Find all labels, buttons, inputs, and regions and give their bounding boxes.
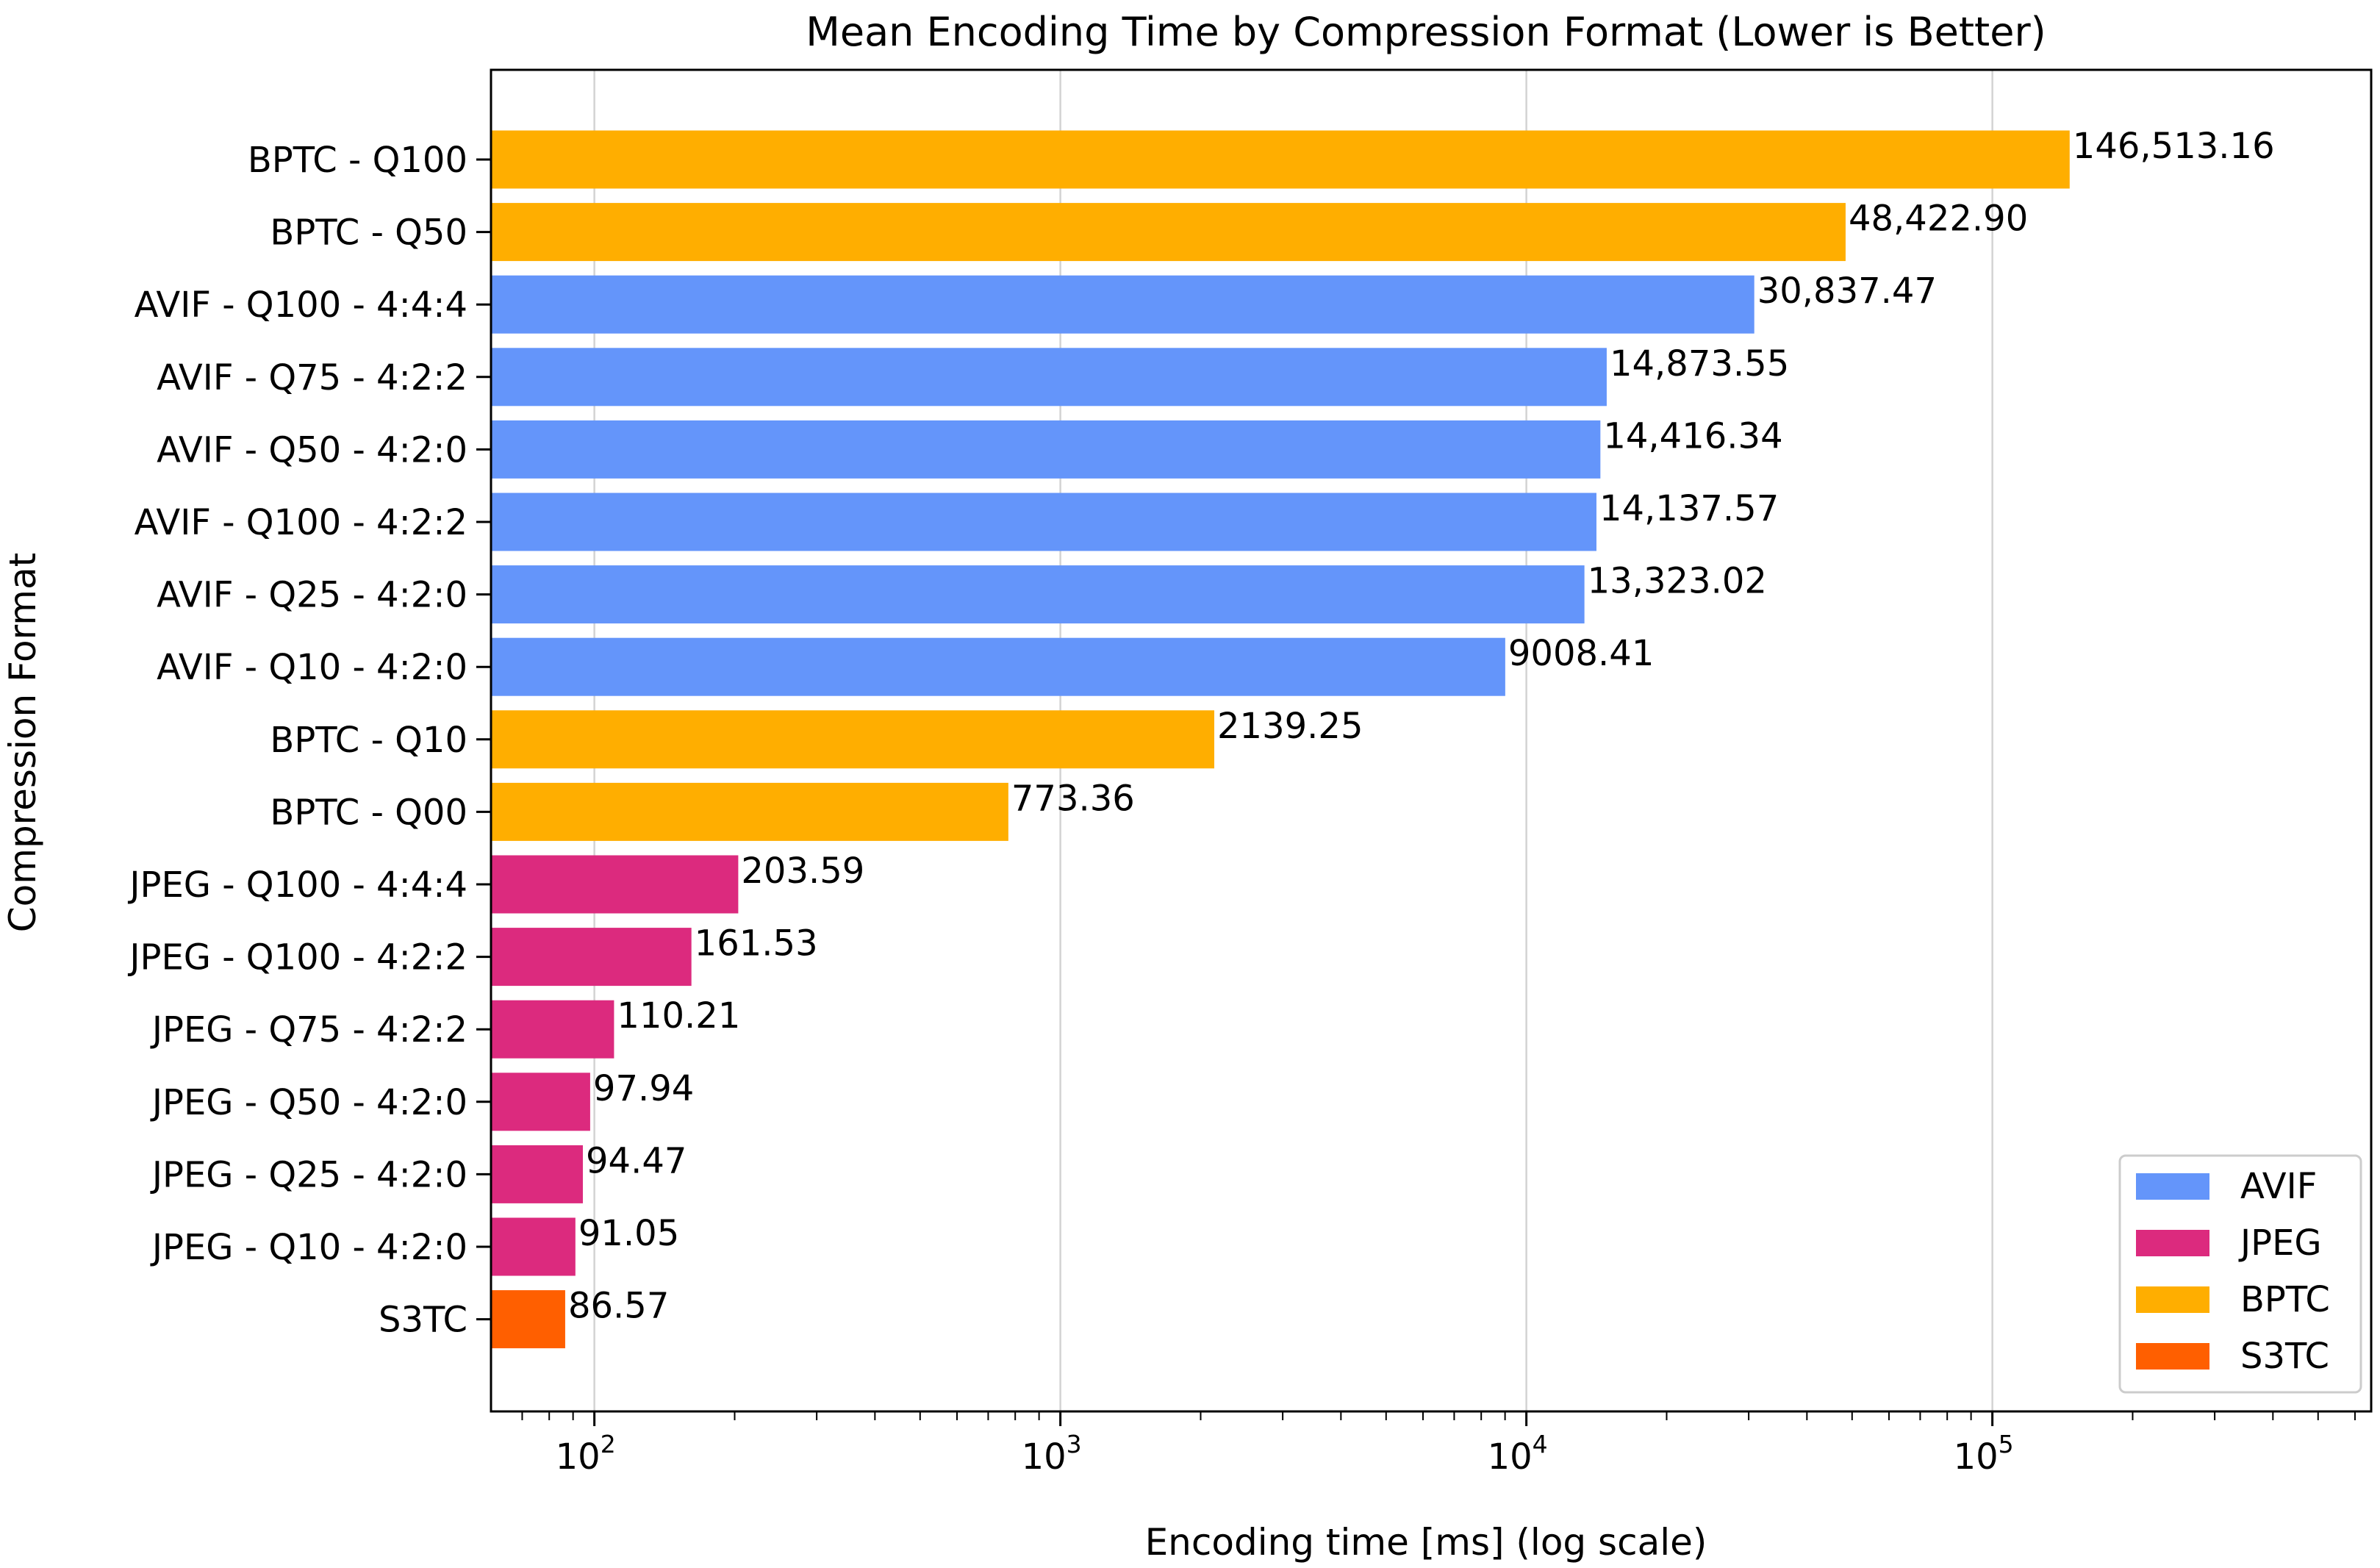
y-tick-label: JPEG - Q10 - 4:2:0 (150, 1227, 467, 1268)
y-tick-label: BPTC - Q100 (248, 140, 467, 181)
x-tick-base: 10 (1488, 1436, 1533, 1478)
data-label: 773.36 (1011, 778, 1135, 819)
x-tick-base: 10 (1022, 1436, 1067, 1478)
bar-avif-q75-4-2-2 (491, 348, 1607, 407)
legend-label: AVIF (2240, 1166, 2317, 1207)
data-label: 91.05 (578, 1213, 679, 1254)
y-tick-label: AVIF - Q100 - 4:4:4 (135, 284, 467, 326)
x-ticks: 102 103 104 105 (521, 1411, 2356, 1478)
x-tick-label: 105 (1954, 1430, 2014, 1478)
bar-avif-q50-4-2-0 (491, 420, 1601, 479)
bar-jpeg-q100-4-4-4 (491, 855, 739, 914)
data-label: 110.21 (617, 995, 740, 1037)
legend-swatch-s3tc (2136, 1343, 2209, 1370)
x-tick-exponent: 4 (1533, 1430, 1548, 1458)
legend-swatch-jpeg (2136, 1230, 2209, 1256)
data-labels: 146,513.16 48,422.90 30,837.47 14,873.55 14,… (568, 126, 2275, 1327)
bar-avif-q25-4-2-0 (491, 565, 1585, 624)
chart-title: Mean Encoding Time by Compression Format… (806, 9, 2046, 55)
legend-label: BPTC (2240, 1279, 2330, 1320)
y-tick-label: S3TC (379, 1300, 467, 1341)
bar-jpeg-q10-4-2-0 (491, 1217, 576, 1276)
x-tick-exponent: 2 (601, 1430, 616, 1458)
bars (491, 130, 2070, 1349)
legend-label: JPEG (2238, 1222, 2322, 1264)
data-label: 146,513.16 (2073, 126, 2275, 167)
x-tick-label: 102 (556, 1430, 616, 1478)
data-label: 13,323.02 (1588, 561, 1767, 602)
legend-box (2118, 1154, 2362, 1394)
bar-bptc-q50 (491, 203, 1846, 262)
bar-bptc-q00 (491, 782, 1008, 841)
data-label: 14,416.34 (1603, 415, 1782, 457)
plot-frame (490, 68, 2373, 1413)
bar-jpeg-q50-4-2-0 (491, 1073, 590, 1131)
data-label: 86.57 (568, 1286, 669, 1327)
y-tick-label: AVIF - Q10 - 4:2:0 (157, 647, 467, 688)
y-tick-label: AVIF - Q75 - 4:2:2 (157, 357, 467, 398)
legend-label: S3TC (2240, 1336, 2329, 1377)
bar-s3tc (491, 1290, 565, 1349)
data-label: 14,873.55 (1610, 343, 1789, 384)
data-label: 30,837.47 (1757, 271, 1937, 312)
x-tick-base: 10 (556, 1436, 601, 1478)
bar-bptc-q10 (491, 710, 1215, 769)
x-tick-exponent: 5 (1999, 1430, 2014, 1458)
bar-bptc-q100 (491, 130, 2070, 189)
x-tick-base: 10 (1954, 1436, 1999, 1478)
y-tick-label: JPEG - Q25 - 4:2:0 (150, 1154, 467, 1195)
y-tick-label: BPTC - Q10 (270, 720, 467, 761)
data-label: 94.47 (586, 1140, 687, 1181)
bar-jpeg-q25-4-2-0 (491, 1145, 583, 1203)
data-label: 48,422.90 (1849, 198, 2028, 240)
bar-jpeg-q75-4-2-2 (491, 1000, 614, 1059)
y-axis-label: Compression Format (1, 553, 44, 933)
y-tick-label: JPEG - Q50 - 4:2:0 (150, 1082, 467, 1123)
data-label: 2139.25 (1217, 706, 1363, 747)
x-tick-exponent: 3 (1067, 1430, 1082, 1458)
bar-avif-q100-4-2-2 (491, 493, 1596, 551)
y-tick-label: AVIF - Q100 - 4:2:2 (135, 502, 467, 543)
y-tick-label: AVIF - Q25 - 4:2:0 (157, 575, 467, 616)
x-tick-label: 104 (1488, 1430, 1548, 1478)
bar-jpeg-q100-4-2-2 (491, 928, 692, 987)
y-tick-label: BPTC - Q50 (270, 212, 467, 254)
data-label: 14,137.57 (1599, 488, 1779, 529)
bar-avif-q10-4-2-0 (491, 637, 1505, 696)
x-axis-label: Encoding time [ms] (log scale) (1145, 1521, 1707, 1564)
y-tick-label: JPEG - Q75 - 4:2:2 (150, 1009, 467, 1050)
y-tick-label: BPTC - Q00 (270, 792, 467, 833)
data-label: 97.94 (593, 1068, 694, 1109)
y-tick-labels: BPTC - Q100 BPTC - Q50 AVIF - Q100 - 4:4:4… (127, 140, 491, 1341)
y-tick-label: JPEG - Q100 - 4:2:2 (127, 937, 467, 978)
y-tick-label: AVIF - Q50 - 4:2:0 (157, 429, 467, 470)
data-label: 9008.41 (1508, 633, 1655, 674)
y-tick-label: JPEG - Q100 - 4:4:4 (127, 864, 467, 906)
data-label: 203.59 (741, 851, 864, 892)
x-tick-label: 103 (1022, 1430, 1082, 1478)
bar-avif-q100-4-4-4 (491, 275, 1754, 334)
legend: AVIF JPEG BPTC S3TC (2118, 1154, 2362, 1394)
legend-swatch-bptc (2136, 1286, 2209, 1313)
legend-swatch-avif (2136, 1173, 2209, 1200)
data-label: 161.53 (695, 923, 818, 964)
